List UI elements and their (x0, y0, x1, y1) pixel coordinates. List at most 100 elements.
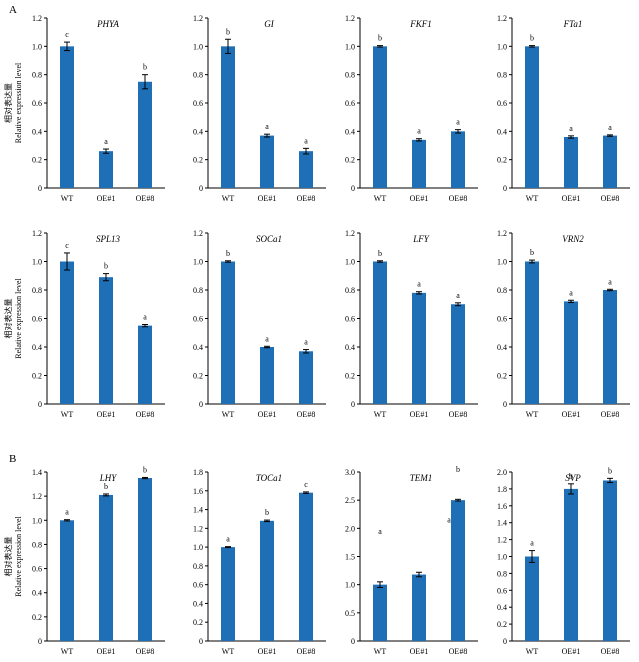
chart-6-y-tick-label: 0.4 (193, 343, 203, 352)
chart-10-significance-letter: b (265, 508, 269, 517)
chart-4-significance-letter: a (608, 123, 612, 132)
chart-5-y-tick-label: 0.2 (32, 372, 42, 381)
chart-10-x-tick-label: WT (222, 647, 235, 656)
chart-11-y-tick-label: 0.5 (345, 609, 355, 618)
chart-11-x-tick-label: OE#1 (410, 647, 429, 656)
chart-4-bar-wt (525, 46, 539, 188)
chart-1-bar-oe1 (99, 151, 113, 188)
chart-12-y-tick-label: 1.2 (497, 536, 507, 545)
chart-6-bar-oe8 (299, 351, 313, 404)
chart-8-significance-letter: a (608, 277, 612, 286)
chart-7-y-tick-label: 0 (351, 400, 355, 409)
chart-11-significance-letter: a (378, 527, 382, 536)
chart-8-significance-letter: b (530, 248, 534, 257)
chart-12-y-tick-label: 2.0 (497, 468, 507, 477)
chart-12-bar-wt (525, 557, 539, 642)
chart-11-y-tick-label: 2.0 (345, 524, 355, 533)
chart-3-y-tick-label: 0.8 (345, 71, 355, 80)
chart-2-y-tick-label: 0 (199, 184, 203, 193)
chart-5-x-tick-label: OE#1 (97, 410, 116, 419)
chart-4-y-tick-label: 0.6 (497, 99, 507, 108)
chart-2-bar-oe8 (299, 151, 313, 188)
chart-10-bar-oe8 (299, 493, 313, 641)
chart-7-y-tick-label: 0.6 (345, 315, 355, 324)
chart-6-significance-letter: b (226, 249, 230, 258)
chart-12-y-tick-label: 0.6 (497, 586, 507, 595)
chart-11-x-tick-label: OE#8 (449, 647, 468, 656)
chart-11-y-tick-label: 0 (351, 637, 355, 646)
chart-6-y-tick-label: 1.0 (193, 258, 203, 267)
chart-2-y-tick-label: 0.8 (193, 71, 203, 80)
chart-6-title: SOCa1 (256, 234, 282, 244)
chart-5-y-tick-label: 1.0 (32, 258, 42, 267)
chart-7-significance-letter: a (417, 280, 421, 289)
chart-9-y-tick-label: 1.2 (32, 492, 42, 501)
chart-3-y-tick-label: 0 (351, 184, 355, 193)
chart-1-significance-letter: a (104, 137, 108, 146)
chart-1-y-tick-label: 0 (38, 184, 42, 193)
chart-5-significance-letter: a (143, 312, 147, 321)
chart-5-significance-letter: c (65, 241, 69, 250)
chart-1-title: PHYA (96, 19, 119, 29)
chart-10-x-tick-label: OE#1 (258, 647, 277, 656)
chart-5-title: SPL13 (96, 234, 121, 244)
chart-5-significance-letter: b (104, 262, 108, 271)
chart-12-y-tick-label: 1.0 (497, 553, 507, 562)
chart-11-y-tick-label: 3.0 (345, 468, 355, 477)
chart-5-bar-oe8 (138, 326, 152, 404)
chart-7-x-tick-label: WT (374, 410, 387, 419)
chart-6-x-tick-label: WT (222, 410, 235, 419)
chart-8-y-tick-label: 0.2 (497, 372, 507, 381)
chart-1-x-tick-label: OE#1 (97, 194, 116, 203)
chart-3-bar-oe8 (451, 131, 465, 188)
chart-11-y-tick-label: 1.0 (345, 581, 355, 590)
chart-2-title: GI (264, 19, 274, 29)
chart-7-y-tick-label: 0.8 (345, 286, 355, 295)
chart-10-y-tick-label: 0.4 (193, 599, 203, 608)
chart-5-y-tick-label: 0.4 (32, 343, 42, 352)
chart-3-bar-oe1 (412, 140, 426, 188)
chart-9-bar-oe1 (99, 495, 113, 641)
chart-1-x-tick-label: WT (61, 194, 74, 203)
chart-1-y-tick-label: 0.4 (32, 127, 42, 136)
chart-2-significance-letter: a (265, 122, 269, 131)
y-axis-label-en-row-2: Relative expression level (14, 278, 23, 359)
chart-10-y-tick-label: 0.6 (193, 581, 203, 590)
chart-4-x-tick-label: OE#1 (562, 194, 581, 203)
chart-12-x-tick-label: OE#8 (601, 647, 620, 656)
chart-12-y-tick-label: 1.8 (497, 485, 507, 494)
chart-11-bar-oe8 (451, 500, 465, 641)
chart-5-bar-oe1 (99, 277, 113, 404)
chart-8-bar-wt (525, 262, 539, 405)
chart-9-y-tick-label: 0.2 (32, 613, 42, 622)
chart-3-significance-letter: a (456, 118, 460, 127)
chart-9-x-tick-label: WT (61, 647, 74, 656)
chart-1-y-tick-label: 0.8 (32, 71, 42, 80)
chart-9-y-tick-label: 1.4 (32, 468, 42, 477)
chart-3-title: FKF1 (409, 19, 432, 29)
figure-canvas: 0 0.2 0.4 0.6 0.8 1.0 1.2 PHYA c WT a OE#1 b OE#8 0 0.2… (0, 0, 639, 662)
chart-4-y-tick-label: 0 (503, 184, 507, 193)
chart-9-significance-letter: b (104, 482, 108, 491)
chart-5-x-tick-label: OE#8 (136, 410, 155, 419)
chart-12-x-tick-label: WT (526, 647, 539, 656)
chart-2-y-tick-label: 0.4 (193, 127, 203, 136)
chart-4-significance-letter: b (530, 34, 534, 43)
chart-8-bar-oe1 (564, 301, 578, 404)
chart-1-bar-oe8 (138, 82, 152, 188)
chart-4-y-tick-label: 0.4 (497, 127, 507, 136)
chart-6-significance-letter: a (304, 338, 308, 347)
chart-4-x-tick-label: OE#8 (601, 194, 620, 203)
chart-8-y-tick-label: 0.4 (497, 343, 507, 352)
chart-7-significance-letter: b (378, 249, 382, 258)
y-axis-label-cn-row-3: 相对表达量 (3, 537, 13, 577)
chart-2-y-tick-label: 1.2 (193, 14, 203, 23)
chart-8-y-tick-label: 0 (503, 400, 507, 409)
y-axis-label-en-row-1: Relative expression level (14, 62, 23, 143)
chart-6-x-tick-label: OE#8 (297, 410, 316, 419)
chart-10-bar-wt (221, 547, 235, 641)
chart-9-y-tick-label: 0.6 (32, 565, 42, 574)
chart-12-bar-oe1 (564, 489, 578, 641)
chart-4-y-tick-label: 0.2 (497, 156, 507, 165)
chart-11-y-tick-label: 1.5 (345, 553, 355, 562)
